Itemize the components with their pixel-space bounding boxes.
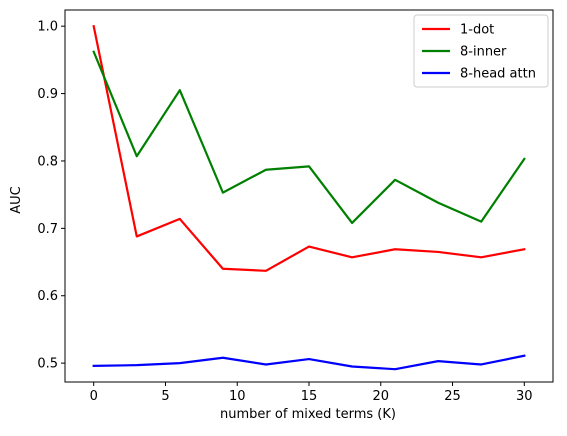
y-tick-label: 0.5: [37, 357, 58, 372]
x-tick-label: 30: [516, 389, 533, 404]
y-tick-label: 0.7: [37, 222, 58, 237]
y-tick-label: 0.8: [37, 154, 58, 169]
legend-box: [413, 14, 549, 88]
x-tick-label: 0: [90, 389, 98, 404]
series-line-2: [92, 50, 526, 225]
axes-layer: 0 5 10 15 20 25 30 0.5 0.6 0.7 0.8 0.9 1.0: [37, 9, 554, 404]
y-tick-label: 0.6: [37, 289, 58, 304]
x-tick-label: 10: [229, 389, 246, 404]
x-tick-label: 15: [301, 389, 318, 404]
x-tick-label: 25: [444, 389, 461, 404]
x-tick-label: 20: [372, 389, 389, 404]
y-tick-label: 1.0: [37, 20, 58, 35]
legend: 1-dot 8-inner 8-head attn: [413, 14, 549, 88]
y-axis-label: AUC: [9, 186, 24, 214]
series-line-3: [92, 354, 526, 371]
series-layer: [92, 24, 526, 371]
x-tick-label: 5: [161, 389, 169, 404]
series-line-1: [92, 24, 526, 272]
legend-label-1: 1-dot: [460, 23, 494, 38]
legend-label-3: 8-head attn: [460, 67, 536, 82]
y-tick-label: 0.9: [37, 87, 58, 102]
legend-label-2: 8-inner: [460, 45, 507, 60]
x-axis-label: number of mixed terms (K): [220, 407, 396, 422]
